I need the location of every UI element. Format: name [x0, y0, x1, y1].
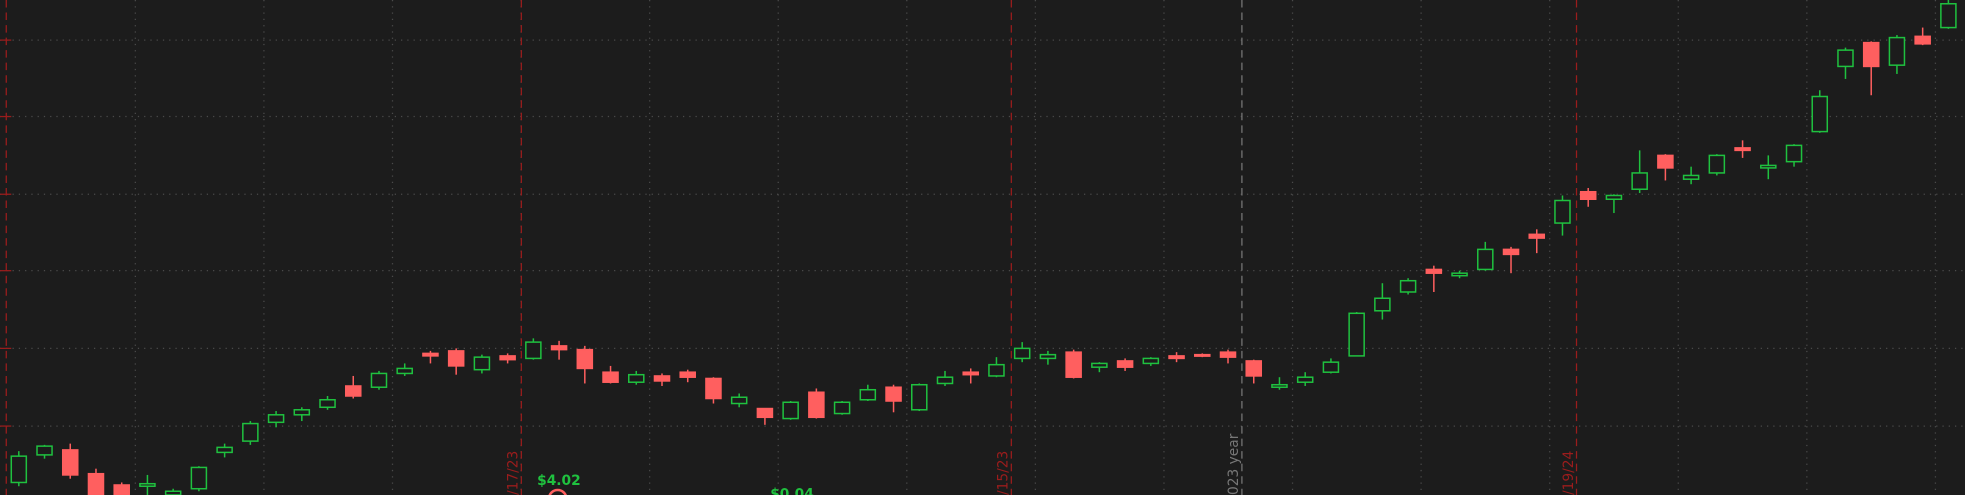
candle-body: [1322, 361, 1340, 373]
dividend-label: $0.04: [770, 487, 814, 495]
candle-body: [576, 348, 594, 370]
candle-body: [190, 466, 208, 490]
candle-body: [705, 377, 722, 400]
candle-body: [1477, 248, 1494, 271]
candle-body: [1605, 194, 1623, 201]
candle-body: [859, 388, 877, 401]
candle-body: [1142, 357, 1160, 365]
candle-body: [833, 401, 851, 415]
candle-body: [885, 386, 902, 402]
candle-body: [1888, 36, 1906, 66]
candle-body: [139, 482, 156, 487]
candle-body: [1013, 347, 1031, 360]
candle-body: [1271, 383, 1288, 388]
candles: [10, 0, 1957, 495]
candle-body: [1039, 353, 1057, 360]
candle-body: [242, 422, 259, 442]
candle-body: [1219, 351, 1237, 358]
candle-body: [1451, 272, 1468, 277]
candle-body: [113, 484, 130, 495]
annotations: $4.02 $0.04: [537, 473, 814, 495]
candle-body: [808, 391, 825, 419]
candle-body: [1785, 144, 1803, 163]
candle-body: [1837, 49, 1854, 68]
candle-body: [1554, 199, 1571, 224]
candle-body: [1168, 355, 1185, 360]
candle-body: [1399, 279, 1417, 293]
date-label: /15/23: [996, 451, 1012, 495]
candle-body: [1631, 172, 1648, 190]
candle-body: [422, 352, 439, 357]
candle-body: [1862, 41, 1880, 68]
candle-body: [1374, 297, 1391, 312]
candle-body: [319, 399, 336, 409]
candle-body: [1579, 190, 1597, 201]
year-label: 023 year: [1226, 433, 1242, 495]
candle-body: [1425, 268, 1443, 274]
candle-body: [370, 372, 388, 388]
candle-body: [499, 355, 516, 361]
candle-body: [627, 373, 645, 383]
date-label: /19/24: [1561, 451, 1577, 495]
candle-body: [1194, 353, 1211, 357]
candle-body: [396, 367, 413, 375]
candle-body: [267, 414, 285, 424]
candle-body: [911, 383, 928, 411]
candle-body: [1657, 154, 1674, 169]
dividend-label: $4.02: [537, 473, 581, 489]
candle-body: [1502, 248, 1520, 256]
candle-body: [602, 371, 619, 383]
candle-body: [756, 407, 774, 419]
candle-body: [1734, 147, 1751, 152]
candle-body: [730, 396, 748, 405]
candle-body: [61, 449, 79, 476]
candle-body: [782, 401, 799, 420]
candle-body: [473, 356, 491, 371]
candle-body: [293, 409, 311, 416]
candle-body: [988, 363, 1005, 377]
candle-body: [550, 345, 568, 351]
candle-body: [1914, 35, 1931, 45]
candle-body: [447, 350, 465, 367]
candle-body: [679, 371, 696, 378]
candle-body: [653, 375, 671, 382]
candle-body: [1348, 312, 1365, 357]
candle-body: [1116, 360, 1134, 368]
candle-body: [36, 445, 53, 456]
candle-body: [1682, 174, 1700, 180]
candle-body: [1760, 164, 1777, 169]
candle-body: [1091, 362, 1108, 368]
candle-body: [164, 490, 182, 495]
date-label: /17/23: [506, 451, 522, 495]
event-icon[interactable]: [548, 488, 567, 495]
candle-body: [1528, 233, 1546, 239]
candle-body: [1708, 154, 1726, 174]
candle-body: [1245, 360, 1263, 377]
date-markers: /17/23 /15/23 023 year /19/24: [5, 0, 1578, 495]
candle-body: [936, 376, 954, 385]
candle-body: [216, 446, 233, 454]
candle-body: [344, 385, 362, 397]
candle-body: [87, 472, 105, 495]
candle-body: [1065, 351, 1082, 378]
candle-body: [1811, 95, 1829, 133]
candle-body: [962, 371, 980, 376]
candle-body: [525, 341, 542, 360]
candle-body: [1296, 376, 1314, 383]
candle-body: [10, 455, 28, 484]
candle-body: [1940, 3, 1957, 29]
